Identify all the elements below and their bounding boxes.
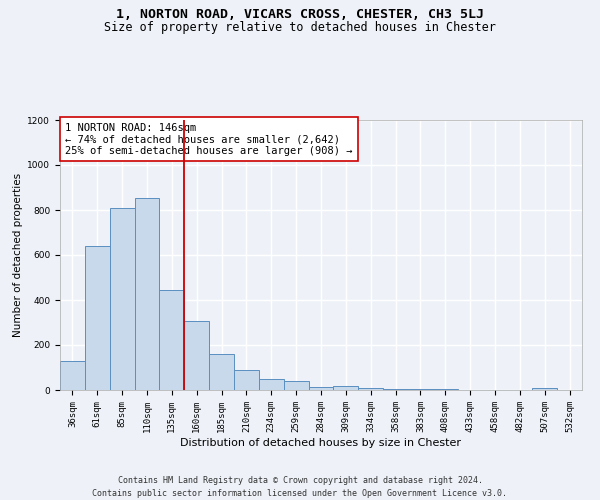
Bar (209, 354, 234, 390)
Bar (308, 386, 334, 390)
Bar (60, 361, 85, 390)
Bar (358, 388, 383, 390)
Bar (334, 386, 358, 390)
Text: Size of property relative to detached houses in Chester: Size of property relative to detached ho… (104, 21, 496, 34)
Bar (184, 322, 209, 390)
Text: 1, NORTON ROAD, VICARS CROSS, CHESTER, CH3 5LJ: 1, NORTON ROAD, VICARS CROSS, CHESTER, C… (116, 8, 484, 20)
Bar (110, 208, 134, 390)
Bar (234, 370, 259, 390)
Text: 1 NORTON ROAD: 146sqm
← 74% of detached houses are smaller (2,642)
25% of semi-d: 1 NORTON ROAD: 146sqm ← 74% of detached … (65, 122, 353, 156)
Bar (532, 388, 557, 390)
Bar (134, 198, 160, 390)
Bar (408, 389, 433, 390)
Bar (85, 246, 110, 390)
Y-axis label: Number of detached properties: Number of detached properties (13, 173, 23, 337)
Bar (160, 290, 184, 390)
Bar (383, 389, 408, 390)
Bar (433, 389, 458, 390)
X-axis label: Distribution of detached houses by size in Chester: Distribution of detached houses by size … (181, 438, 461, 448)
Text: Contains HM Land Registry data © Crown copyright and database right 2024.
Contai: Contains HM Land Registry data © Crown c… (92, 476, 508, 498)
Bar (259, 379, 284, 390)
Bar (284, 381, 308, 390)
